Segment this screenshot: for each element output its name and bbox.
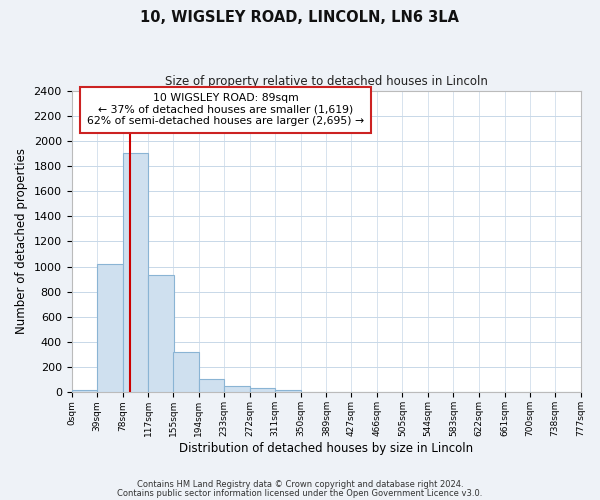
Bar [122, 154, 148, 392]
Bar [97, 264, 122, 392]
Bar [148, 276, 174, 392]
Bar [250, 388, 275, 392]
Text: Contains HM Land Registry data © Crown copyright and database right 2024.: Contains HM Land Registry data © Crown c… [137, 480, 463, 489]
Y-axis label: Number of detached properties: Number of detached properties [15, 148, 28, 334]
Text: 10 WIGSLEY ROAD: 89sqm
← 37% of detached houses are smaller (1,619)
62% of semi-: 10 WIGSLEY ROAD: 89sqm ← 37% of detached… [87, 93, 364, 126]
Text: Contains public sector information licensed under the Open Government Licence v3: Contains public sector information licen… [118, 488, 482, 498]
Bar [71, 390, 97, 392]
Bar [173, 352, 199, 393]
X-axis label: Distribution of detached houses by size in Lincoln: Distribution of detached houses by size … [179, 442, 473, 455]
Bar [224, 386, 250, 392]
Bar [275, 390, 301, 392]
Text: 10, WIGSLEY ROAD, LINCOLN, LN6 3LA: 10, WIGSLEY ROAD, LINCOLN, LN6 3LA [140, 10, 460, 25]
Bar [199, 379, 224, 392]
Title: Size of property relative to detached houses in Lincoln: Size of property relative to detached ho… [164, 75, 487, 88]
